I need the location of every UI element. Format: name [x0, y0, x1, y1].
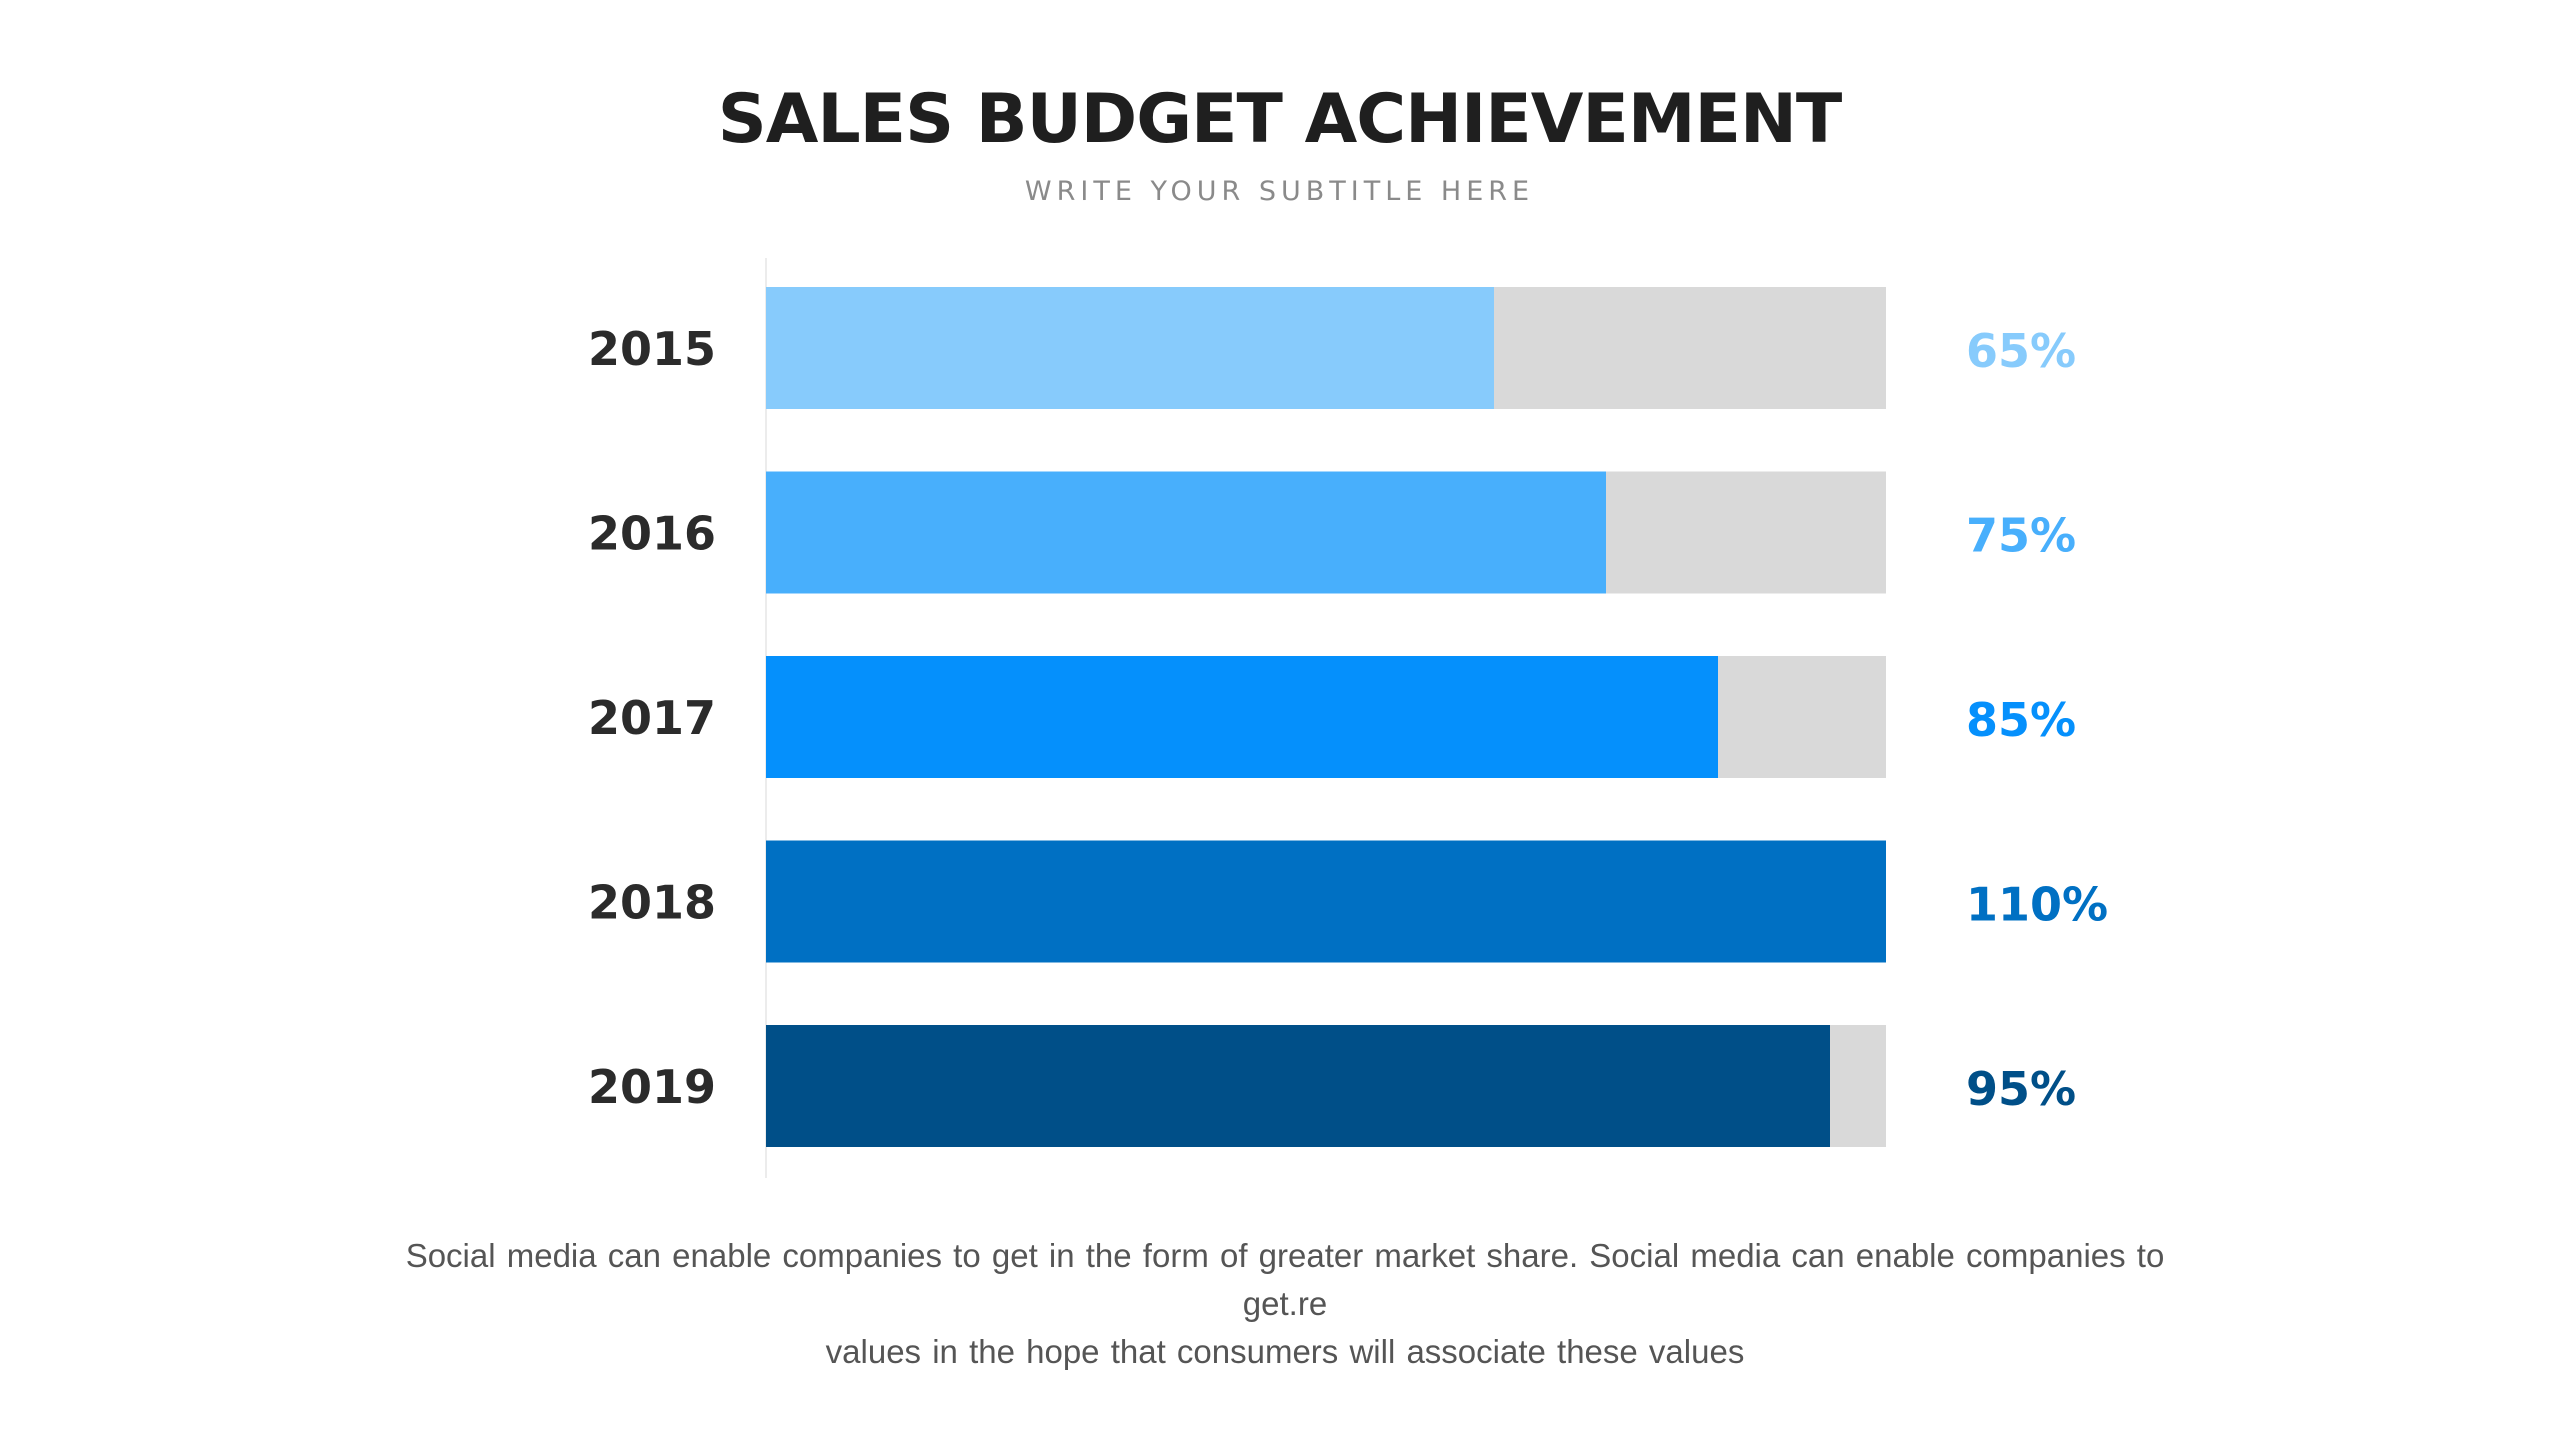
value-label-2019: 95%: [1966, 1062, 2076, 1116]
chart-title: SALES BUDGET ACHIEVEMENT: [717, 80, 1843, 159]
caption-line-2: values in the hope that consumers will a…: [825, 1333, 1745, 1370]
caption-line-1: Social media can enable companies to get…: [405, 1237, 2165, 1322]
category-label-2015: 2015: [588, 322, 716, 376]
value-label-2016: 75%: [1966, 509, 2076, 563]
caption: Social media can enable companies to get…: [400, 1232, 2170, 1376]
chart-subtitle: WRITE YOUR SUBTITLE HERE: [1024, 176, 1535, 207]
bar-2018: [766, 840, 1886, 963]
category-label-2018: 2018: [588, 876, 716, 930]
value-label-2017: 85%: [1966, 693, 2076, 747]
bars: [766, 287, 1886, 1147]
category-label-2019: 2019: [588, 1060, 716, 1114]
category-label-2016: 2016: [588, 507, 716, 561]
value-label-2015: 65%: [1966, 324, 2076, 378]
bar-2019: [766, 1025, 1830, 1147]
bar-2015: [766, 287, 1494, 409]
bar-2017: [766, 656, 1718, 778]
value-label-2018: 110%: [1966, 878, 2108, 932]
value-labels: 65% 75% 85% 110% 95%: [1966, 324, 2108, 1116]
category-labels: 2015 2016 2017 2018 2019: [588, 322, 716, 1114]
category-label-2017: 2017: [588, 691, 716, 745]
bar-2016: [766, 471, 1606, 594]
